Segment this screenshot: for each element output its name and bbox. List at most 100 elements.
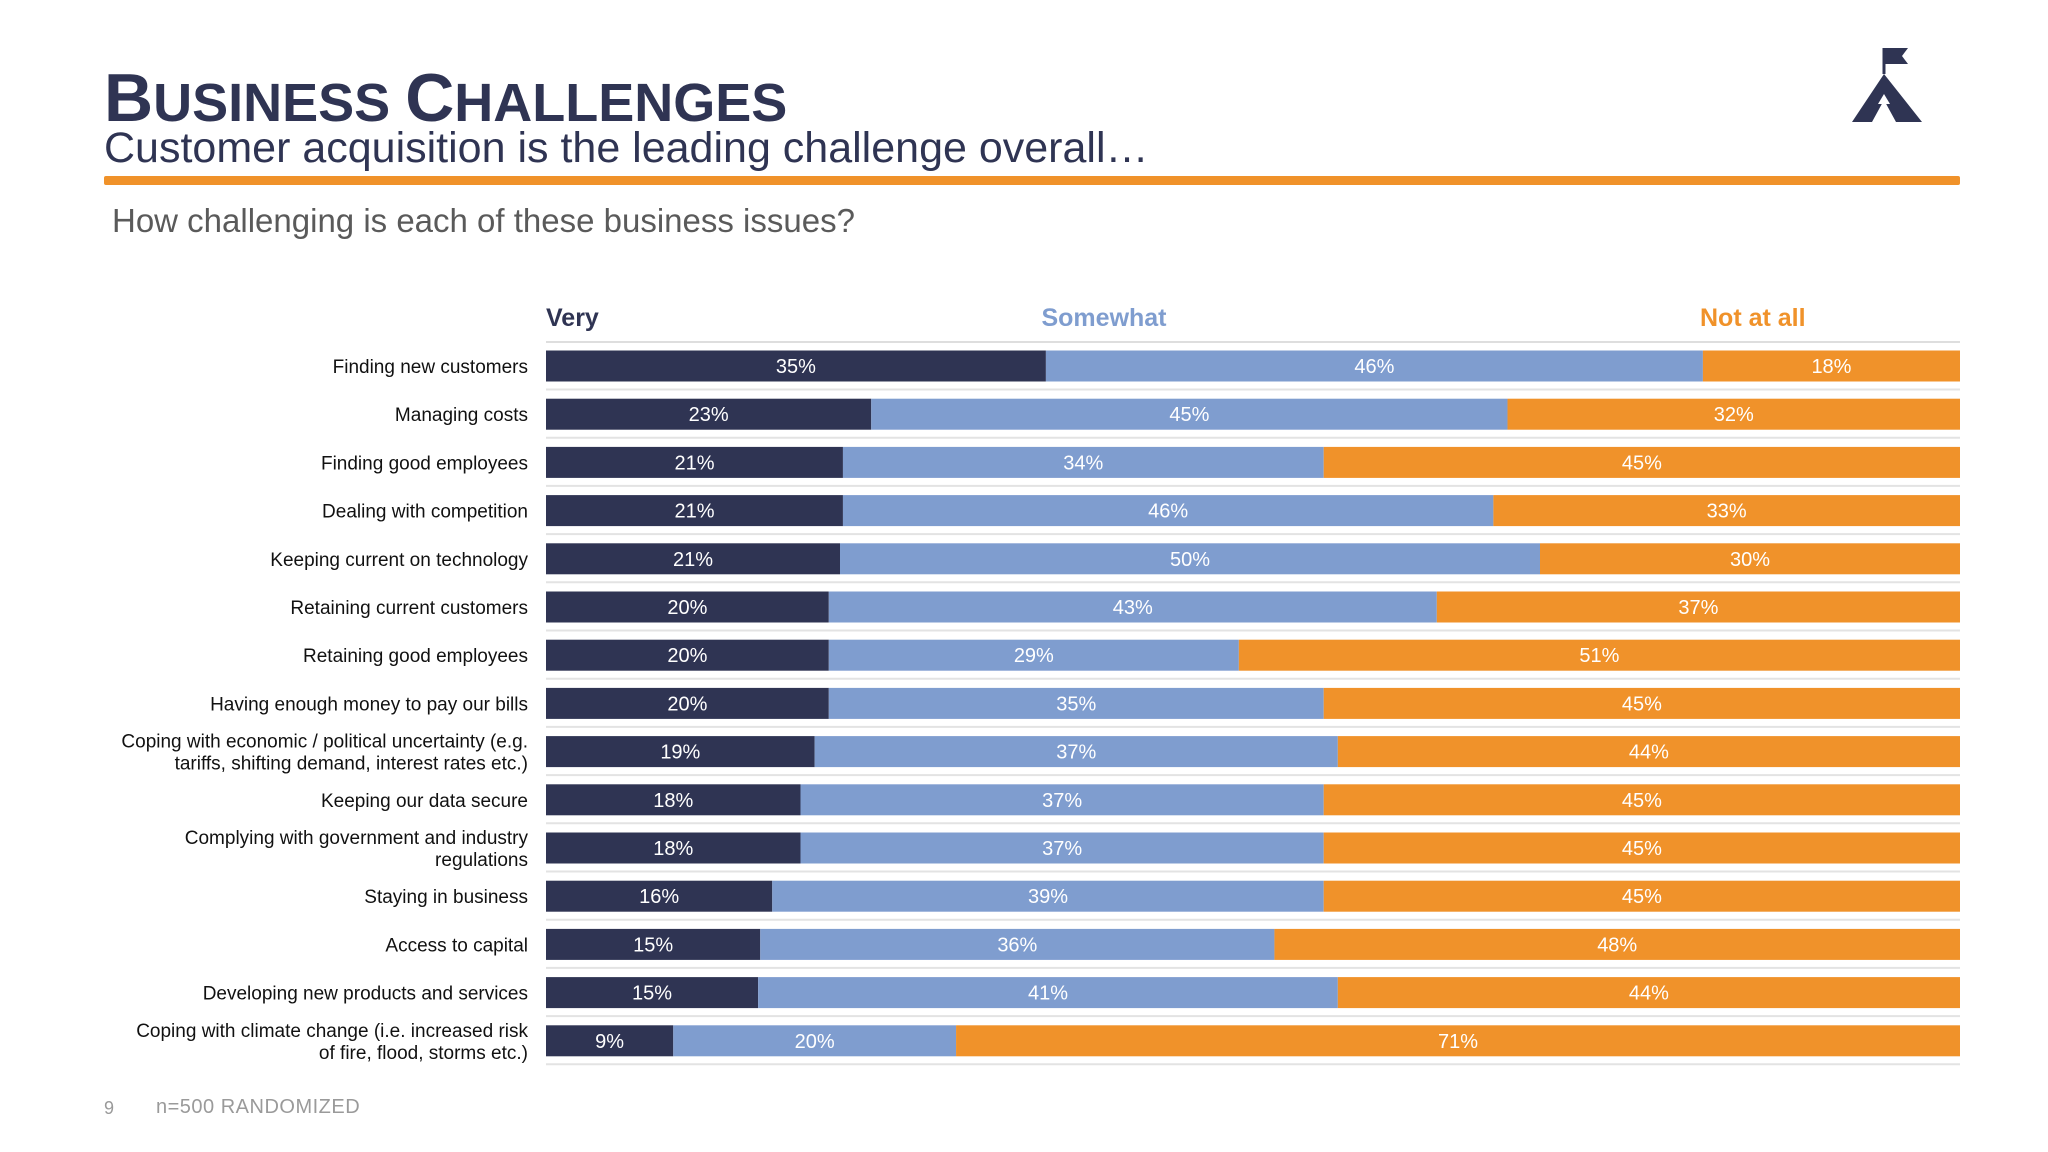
bar-segment-very: [546, 639, 829, 671]
bar-segment-somewhat: [1045, 350, 1703, 382]
data-label: 44%: [1629, 983, 1669, 1005]
data-label: 45%: [1622, 693, 1662, 715]
legend-somewhat: Somewhat: [1041, 304, 1167, 332]
category-label: Keeping our data secure: [321, 791, 528, 812]
data-label: 19%: [660, 742, 700, 764]
data-label: 45%: [1622, 886, 1662, 908]
bar-segment-somewhat: [842, 495, 1494, 527]
bar-segment-not-at-all: [1337, 736, 1960, 768]
bar-segment-somewhat: [800, 832, 1324, 864]
data-label: 16%: [639, 886, 679, 908]
data-label: 20%: [667, 597, 707, 619]
survey-question: How challenging is each of these busines…: [112, 202, 855, 239]
data-label: 15%: [632, 983, 672, 1005]
mountain-flag-icon: [1852, 48, 1922, 122]
page-number: 9: [104, 1098, 115, 1118]
data-label: 33%: [1707, 501, 1747, 523]
sample-note: n=500 RANDOMIZED: [156, 1096, 361, 1118]
category-label: Retaining good employees: [303, 646, 528, 667]
bar-segment-not-at-all: [1493, 495, 1960, 527]
bar-segment-very: [546, 495, 843, 527]
data-label: 45%: [1622, 790, 1662, 812]
bar-segment-very: [546, 350, 1046, 382]
bar-segment-somewhat: [828, 639, 1239, 671]
bar-segment-not-at-all: [1436, 591, 1960, 623]
data-label: 51%: [1579, 645, 1619, 667]
data-label: 37%: [1042, 790, 1082, 812]
data-label: 43%: [1113, 597, 1153, 619]
legend-not-at-all: Not at all: [1700, 304, 1806, 332]
bar-segment-not-at-all: [1507, 398, 1960, 430]
data-label: 46%: [1148, 501, 1188, 523]
category-label: Staying in business: [364, 887, 528, 908]
data-label: 45%: [1622, 838, 1662, 860]
category-label: Keeping current on technology: [270, 550, 528, 571]
bar-segment-not-at-all: [1274, 928, 1960, 960]
bar-segment-very: [546, 398, 872, 430]
category-label: Retaining current customers: [290, 598, 528, 619]
data-label: 35%: [776, 356, 816, 378]
bar-segment-very: [546, 736, 815, 768]
bar-segment-somewhat: [842, 446, 1324, 478]
data-label: 44%: [1629, 742, 1669, 764]
data-label: 37%: [1056, 742, 1096, 764]
bar-segment-not-at-all: [1323, 880, 1960, 912]
data-label: 37%: [1042, 838, 1082, 860]
bar-segment-somewhat: [760, 928, 1275, 960]
data-label: 20%: [795, 1031, 835, 1053]
bar-segment-very: [546, 543, 840, 575]
bar-segment-not-at-all: [1238, 639, 1960, 671]
bar-segment-somewhat: [828, 591, 1437, 623]
category-label: Finding good employees: [321, 453, 528, 474]
bar-segment-not-at-all: [1323, 687, 1960, 719]
bar-segment-somewhat: [800, 784, 1324, 816]
category-label: Complying with government and industry re…: [185, 828, 529, 871]
data-label: 20%: [667, 645, 707, 667]
data-label: 35%: [1056, 693, 1096, 715]
data-label: 45%: [1622, 452, 1662, 474]
bar-segment-not-at-all: [1702, 350, 1960, 382]
bar-segment-very: [546, 928, 761, 960]
data-label: 36%: [997, 934, 1037, 956]
bar-segment-somewhat: [772, 880, 1324, 912]
bar-segment-not-at-all: [1323, 832, 1960, 864]
data-label: 18%: [1811, 356, 1851, 378]
bar-segment-not-at-all: [1337, 977, 1960, 1009]
data-label: 48%: [1597, 934, 1637, 956]
page-title: BUSINESS CHALLENGES: [104, 60, 787, 141]
bar-segment-somewhat: [871, 398, 1508, 430]
bar-segment-not-at-all: [956, 1025, 1960, 1057]
bar-segment-somewhat: [840, 543, 1540, 575]
bar-segment-very: [546, 977, 759, 1009]
page-subtitle: Customer acquisition is the leading chal…: [104, 124, 1149, 172]
bar-segment-very: [546, 832, 801, 864]
bar-segment-very: [546, 880, 773, 912]
category-label: Coping with economic / political uncerta…: [121, 732, 528, 775]
data-label: 21%: [674, 452, 714, 474]
bar-segment-not-at-all: [1323, 784, 1960, 816]
category-label: Managing costs: [395, 405, 528, 426]
bar-segment-not-at-all: [1323, 446, 1960, 478]
title-rest-2: HALLENGES: [454, 73, 788, 133]
data-label: 32%: [1714, 404, 1754, 426]
data-label: 45%: [1169, 404, 1209, 426]
data-label: 21%: [674, 501, 714, 523]
bar-segment-very: [546, 591, 829, 623]
bar-segment-very: [546, 687, 829, 719]
data-label: 34%: [1063, 452, 1103, 474]
data-label: 29%: [1014, 645, 1054, 667]
bar-segment-somewhat: [758, 977, 1338, 1009]
title-initial-2: C: [405, 60, 455, 136]
bar-segment-somewhat: [673, 1025, 957, 1057]
data-label: 50%: [1170, 549, 1210, 571]
category-label: Dealing with competition: [322, 502, 528, 523]
category-label: Having enough money to pay our bills: [210, 694, 528, 715]
data-label: 23%: [689, 404, 729, 426]
category-label: Finding new customers: [333, 357, 528, 378]
bar-segment-somewhat: [814, 736, 1338, 768]
data-label: 18%: [653, 838, 693, 860]
category-label: Developing new products and services: [203, 984, 528, 1005]
bar-segment-very: [546, 446, 843, 478]
data-label: 46%: [1354, 356, 1394, 378]
